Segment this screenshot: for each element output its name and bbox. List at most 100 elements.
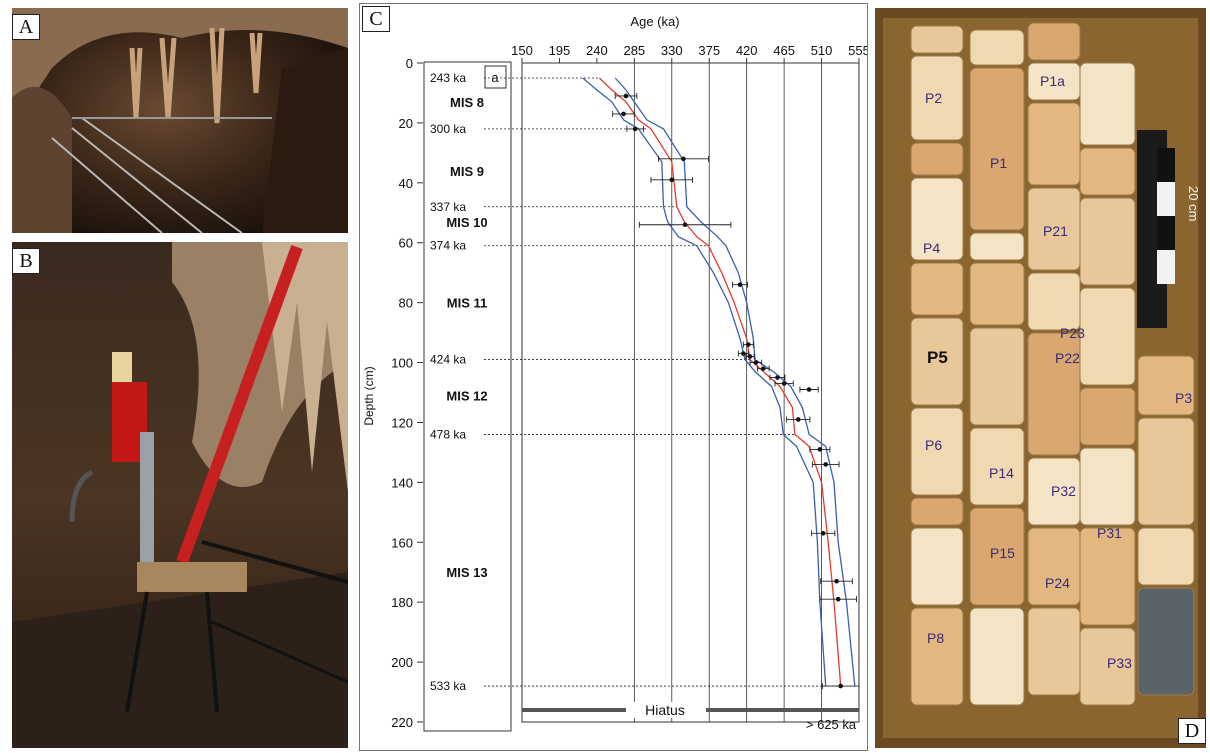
inset-label-box (484, 65, 507, 89)
boundary-label-0: 243 ka (430, 71, 466, 85)
core-segment-2-4 (1027, 272, 1081, 331)
scale-bar-black-1 (1157, 148, 1175, 182)
boundary-label-3: 374 ka (430, 239, 466, 253)
panel-d-cores-photo: 20 cm P2 P1 P1a P4 P21 P23 P5 P22 P6 P14 P32 P15 P31… (875, 8, 1206, 748)
y-tick-label-7: 140 (391, 475, 413, 490)
dated-point-1 (621, 111, 626, 117)
dated-point-17 (823, 462, 829, 467)
x-tick-label-9: 555 (848, 43, 867, 58)
dated-point-18 (820, 530, 826, 536)
stage-label-5: MIS 13 (446, 565, 487, 580)
core-label-9: P14 (989, 465, 1014, 481)
plot-area-frame (521, 62, 860, 723)
core-segment-1-7 (969, 607, 1025, 706)
core-segment-0-2 (910, 142, 964, 176)
y-tick-label-2: 40 (399, 176, 413, 191)
hiatus-age-label: > 625 ka (806, 717, 857, 732)
dated-point-13 (781, 381, 787, 386)
dated-point-9 (747, 354, 753, 359)
core-segment-2-7 (1027, 527, 1081, 606)
core-segment-4-3 (1137, 587, 1195, 696)
y-tick-label-11: 220 (391, 715, 413, 730)
core-label-13: P24 (1045, 575, 1070, 591)
core-segment-0-5 (910, 317, 964, 406)
stage-label-1: MIS 9 (450, 164, 484, 179)
dated-point-21 (838, 683, 843, 689)
cave-passage-image (12, 8, 348, 233)
core-segment-3-2 (1079, 197, 1136, 286)
y-tick-label-0: 0 (406, 56, 413, 71)
hiatus-label: Hiatus (645, 702, 685, 718)
x-tick-label-2: 240 (586, 43, 608, 58)
dated-point-3 (681, 156, 686, 162)
core-label-5: P23 (1060, 325, 1085, 341)
core-label-14: P8 (927, 630, 944, 646)
scale-bar-label: 20 cm (1186, 186, 1201, 221)
x-tick-label-3: 285 (623, 43, 645, 58)
x-tick-label-6: 420 (736, 43, 758, 58)
panel-c-label: C (362, 6, 390, 32)
core-label-8: P6 (925, 437, 942, 453)
panel-b-label: B (12, 248, 40, 274)
stage-label-4: MIS 12 (446, 388, 487, 403)
core-segment-3-4 (1079, 387, 1136, 446)
dated-point-15 (795, 417, 801, 422)
core-segment-3-0 (1079, 62, 1136, 146)
core-segment-3-1 (1079, 147, 1136, 196)
x-tick-label-8: 510 (811, 43, 833, 58)
core-label-1: P1 (990, 155, 1007, 171)
core-segment-1-5 (969, 427, 1025, 506)
speleothem-cores-image: 20 cm P2 P1 P1a P4 P21 P23 P5 P22 P6 P14 P32 P15 P31… (875, 8, 1206, 748)
core-label-6: P5 (927, 348, 948, 367)
dated-point-4 (669, 177, 675, 183)
dated-point-12 (775, 375, 780, 380)
core-segment-0-7 (910, 497, 964, 526)
x-tick-label-4: 330 (661, 43, 683, 58)
x-tick-label-1: 195 (549, 43, 571, 58)
dated-point-0 (623, 93, 629, 99)
core-segment-4-1 (1137, 417, 1195, 526)
panel-c-age-depth-chart: C a Age (ka) Depth (cm) 150 195 240 285 330 3… (359, 3, 868, 751)
y-tick-label-8: 160 (391, 535, 413, 550)
core-label-3: P4 (923, 240, 940, 256)
stage-column (423, 61, 512, 732)
scale-bar-white-2 (1157, 250, 1175, 284)
y-tick-label-3: 60 (399, 236, 413, 251)
core-label-0: P2 (925, 90, 942, 106)
y-tick-label-10: 200 (391, 655, 413, 670)
core-label-16: P3 (1175, 390, 1192, 406)
panel-b-drill-photo: B (12, 242, 348, 748)
y-axis-title: Depth (cm) (362, 366, 376, 425)
boundary-label-6: 533 ka (430, 679, 466, 693)
dated-point-10 (753, 360, 759, 365)
core-segment-1-6 (969, 507, 1025, 606)
y-tick-label-5: 100 (391, 356, 413, 371)
x-tick-label-5: 375 (698, 43, 720, 58)
panel-a-label: A (12, 14, 40, 40)
core-segment-0-9 (910, 607, 964, 706)
core-segment-1-3 (969, 262, 1025, 326)
x-axis-title: Age (ka) (630, 14, 679, 29)
boundary-label-5: 478 ka (430, 427, 466, 441)
core-label-12: P31 (1097, 525, 1122, 541)
scale-bar-white-1 (1157, 182, 1175, 216)
inset-label: a (491, 70, 499, 85)
core-segment-1-0 (969, 29, 1025, 66)
dated-point-2 (632, 126, 638, 132)
age-model-line-1 (582, 77, 827, 687)
stage-label-3: MIS 11 (447, 296, 487, 311)
age-model-line-0 (598, 77, 842, 687)
x-tick-label-7: 465 (773, 43, 795, 58)
boundary-label-2: 337 ka (430, 200, 466, 214)
core-segment-4-2 (1137, 527, 1195, 586)
core-segment-2-8 (1027, 607, 1081, 696)
core-segment-3-5 (1079, 447, 1136, 526)
core-label-2: P1a (1040, 73, 1065, 89)
dated-point-14 (806, 387, 812, 392)
dated-point-5 (682, 222, 688, 228)
dated-point-8 (741, 351, 746, 356)
boundary-label-4: 424 ka (430, 353, 466, 367)
core-label-10: P32 (1051, 483, 1076, 499)
y-tick-label-9: 180 (391, 595, 413, 610)
dated-point-11 (761, 366, 766, 371)
